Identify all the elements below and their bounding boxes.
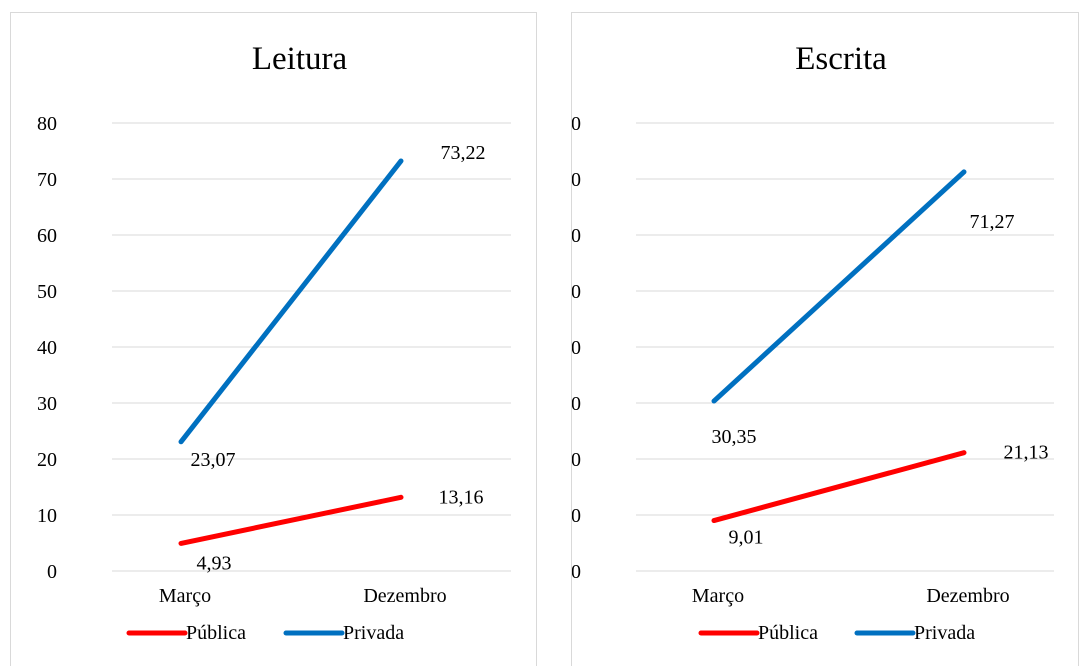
- y-tick-label: 0: [47, 561, 57, 583]
- y-tick-label: 30: [572, 393, 581, 415]
- data-label: 71,27: [970, 211, 1015, 233]
- data-label: 30,35: [712, 426, 757, 448]
- y-tick-label: 70: [572, 169, 581, 191]
- data-label: 23,07: [191, 449, 236, 471]
- y-tick-label: 80: [37, 113, 57, 135]
- chart-title: Leitura: [252, 41, 348, 77]
- y-tick-label: 70: [37, 169, 57, 191]
- y-tick-label: 10: [572, 505, 581, 527]
- y-tick-label: 30: [37, 393, 57, 415]
- y-tick-label: 0: [572, 561, 581, 583]
- data-label: 73,22: [441, 142, 486, 164]
- legend-label: Privada: [343, 622, 404, 644]
- y-tick-label: 20: [572, 449, 581, 471]
- y-tick-label: 60: [572, 225, 581, 247]
- x-tick-label: Dezembro: [363, 585, 446, 607]
- series-line-privada: [711, 169, 967, 404]
- legend-label: Privada: [914, 622, 975, 644]
- series-line-publica: [178, 494, 404, 546]
- y-tick-label: 20: [37, 449, 57, 471]
- x-tick-label: Março: [692, 585, 744, 607]
- y-tick-label: 60: [37, 225, 57, 247]
- data-label: 21,13: [1004, 442, 1049, 464]
- x-tick-label: Março: [159, 585, 211, 607]
- y-tick-label: 40: [37, 337, 57, 359]
- legend-label: Pública: [186, 622, 246, 644]
- chart-escrita: Escrita 0 10 20 30 40 50 60 70 80 Março Dezembro 9,0…: [561, 41, 1054, 644]
- legend-label: Pública: [758, 622, 818, 644]
- data-label: 4,93: [197, 552, 232, 574]
- y-tick-label: 50: [572, 281, 581, 303]
- chart-panel-escrita: Escrita 0 10 20 30 40 50 60 70 80 Março Dezembro 9,0…: [561, 12, 1079, 666]
- x-tick-label: Dezembro: [926, 585, 1009, 607]
- series-line-publica: [711, 450, 967, 524]
- chart-title: Escrita: [795, 41, 887, 77]
- series-line-privada: [178, 158, 404, 445]
- y-tick-label: 80: [572, 113, 581, 135]
- y-tick-label: 40: [572, 337, 581, 359]
- chart-leitura: Leitura 0 10 20 30 40 50 60 70 80 Março Dezembro 4,9…: [37, 41, 511, 644]
- y-tick-label: 10: [37, 505, 57, 527]
- chart-panel-leitura: Leitura 0 10 20 30 40 50 60 70 80 Março Dezembro 4,9…: [10, 12, 537, 666]
- y-tick-label: 50: [37, 281, 57, 303]
- data-label: 9,01: [729, 527, 764, 549]
- data-label: 13,16: [439, 486, 484, 508]
